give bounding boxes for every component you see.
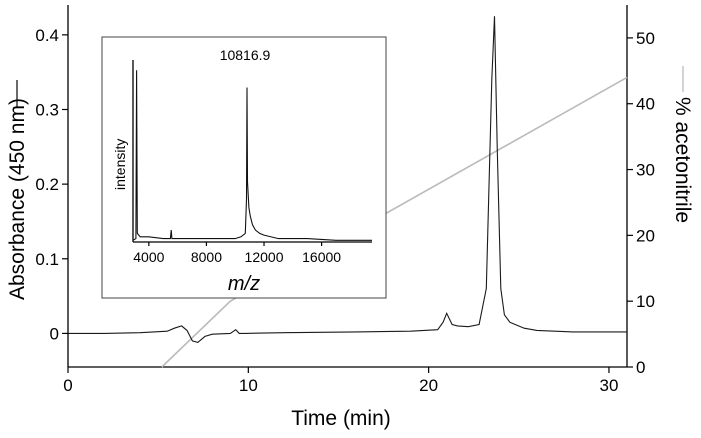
inset-x-tick-label: 4000 bbox=[133, 249, 164, 265]
x-tick-label: 10 bbox=[239, 376, 258, 395]
y-left-tick-label: 0.4 bbox=[35, 26, 59, 45]
x-tick-label: 30 bbox=[600, 376, 619, 395]
x-tick-label: 0 bbox=[63, 376, 72, 395]
inset-x-tick-label: 12000 bbox=[245, 249, 284, 265]
y-left-tick-label: 0 bbox=[50, 324, 59, 343]
series-line-acetonitrile bbox=[161, 76, 628, 368]
y-axis-right-title-group: % acetonitrile bbox=[671, 66, 694, 223]
y-left-tick-label: 0.1 bbox=[35, 250, 59, 269]
inset-x-tick-label: 8000 bbox=[191, 249, 222, 265]
inset-y-axis-title: intensity bbox=[112, 139, 128, 190]
y-axis-right-ticks: 0 10 20 30 40 50 bbox=[627, 29, 655, 377]
x-tick-label: 20 bbox=[419, 376, 438, 395]
y-right-tick-label: 20 bbox=[636, 226, 655, 245]
x-axis-ticks: 0 10 20 30 bbox=[63, 367, 618, 395]
inset-frame bbox=[101, 36, 387, 299]
inset-x-tick-label: 16000 bbox=[302, 249, 341, 265]
y-right-tick-label: 30 bbox=[636, 161, 655, 180]
inset-x-axis-ticks: 4000 8000 12000 16000 bbox=[133, 242, 341, 265]
y-axis-right-title: % acetonitrile bbox=[671, 97, 694, 223]
inset-x-axis-title: m/z bbox=[228, 273, 260, 295]
y-axis-left-title-group: Absorbance (450 nm) bbox=[6, 80, 29, 300]
inset-spectrum-line bbox=[132, 70, 372, 241]
y-axis-left-ticks: 0 0.1 0.2 0.3 0.4 bbox=[35, 26, 68, 343]
y-right-tick-label: 10 bbox=[636, 292, 655, 311]
inset-mass-spectrum: 4000 8000 12000 16000 10816.9 intensity m/z bbox=[101, 36, 387, 299]
y-right-tick-label: 40 bbox=[636, 95, 655, 114]
peak-annotation: 10816.9 bbox=[220, 47, 271, 63]
y-left-tick-label: 0.3 bbox=[35, 100, 59, 119]
y-right-tick-label: 0 bbox=[636, 358, 645, 377]
y-left-tick-label: 0.2 bbox=[35, 175, 59, 194]
series-line-absorbance bbox=[68, 16, 627, 344]
y-right-tick-label: 50 bbox=[636, 29, 655, 48]
y-axis-left-title: Absorbance (450 nm) bbox=[6, 98, 29, 300]
x-axis-title: Time (min) bbox=[291, 407, 391, 430]
